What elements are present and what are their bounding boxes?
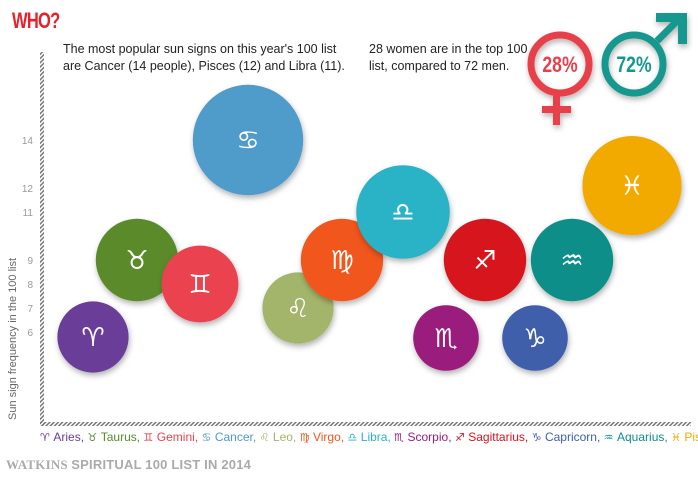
bubble-libra: ♎ xyxy=(356,165,450,259)
bubble-pisces: ♓ xyxy=(582,136,682,236)
legend: ♈ Aries, ♉ Taurus, ♊ Gemini, ♋ Cancer, ♌… xyxy=(40,430,698,444)
scorpio-icon: ♏ xyxy=(434,324,457,354)
y-tick-label: 12 xyxy=(22,184,34,195)
legend-label: Virgo, xyxy=(312,430,348,444)
legend-label: Sagittarius, xyxy=(468,430,532,444)
legend-item-aries: ♈ Aries, xyxy=(40,430,87,444)
legend-item-cancer: ♋ Cancer, xyxy=(201,430,259,444)
scorpio-icon: ♏ xyxy=(394,431,408,444)
legend-label: Taurus, xyxy=(100,430,144,444)
y-tick-label: 6 xyxy=(27,328,33,339)
legend-item-capricorn: ♑ Capricorn, xyxy=(532,430,604,444)
page-title: WHO? xyxy=(12,8,60,33)
cancer-icon: ♋ xyxy=(201,431,215,444)
female-symbol xyxy=(527,31,593,125)
aries-icon: ♈ xyxy=(40,431,54,444)
aquarius-icon: ♒ xyxy=(560,246,583,276)
footer-brand: WATKINS xyxy=(6,457,68,472)
pisces-icon: ♓ xyxy=(671,431,685,444)
legend-item-libra: ♎ Libra, xyxy=(347,430,394,444)
bubble-mark xyxy=(413,305,479,371)
bubble-taurus: ♉ xyxy=(95,218,179,302)
bubble-scorpio: ♏ xyxy=(413,305,479,371)
women-percent: 28% xyxy=(542,53,577,77)
sagittarius-icon: ♐ xyxy=(454,431,469,444)
legend-item-taurus: ♉ Taurus, xyxy=(87,430,143,444)
bubble-cancer: ♋ xyxy=(192,84,304,196)
bubble-mark xyxy=(502,305,568,371)
gender-note: 28 women are in the top 100 list, compar… xyxy=(369,41,527,75)
bubble-aries: ♈ xyxy=(57,301,129,373)
legend-item-scorpio: ♏ Scorpio, xyxy=(394,430,455,444)
legend-item-virgo: ♍ Virgo, xyxy=(300,430,348,444)
gender-note-line: list, compared to 72 men. xyxy=(369,59,510,73)
legend-label: Gemini, xyxy=(156,430,202,444)
legend-item-pisces: ♓ Pisces xyxy=(671,430,698,444)
taurus-icon: ♉ xyxy=(87,431,101,444)
gemini-icon: ♊ xyxy=(143,431,157,444)
bubble-mark xyxy=(582,136,682,236)
bubble-virgo: ♍ xyxy=(300,218,384,302)
legend-label: Scorpio, xyxy=(407,430,455,444)
bubble-mark xyxy=(192,84,304,196)
bubble-mark xyxy=(161,245,239,323)
legend-label: Aquarius, xyxy=(617,430,672,444)
y-tick-label: 7 xyxy=(27,304,33,315)
bubble-mark xyxy=(57,301,129,373)
capricorn-icon: ♑ xyxy=(523,324,546,354)
legend-item-gemini: ♊ Gemini, xyxy=(143,430,201,444)
leo-icon: ♌ xyxy=(259,431,273,444)
sagittarius-icon: ♐ xyxy=(473,246,496,276)
y-tick-label: 14 xyxy=(22,136,34,147)
male-symbol xyxy=(601,13,687,97)
signs-note-line: are Cancer (14 people), Pisces (12) and … xyxy=(63,59,345,73)
leo-icon: ♌ xyxy=(286,294,309,324)
legend-item-aquarius: ♒ Aquarius, xyxy=(604,430,671,444)
x-axis xyxy=(40,422,691,426)
legend-item-sagittarius: ♐ Sagittarius, xyxy=(455,430,532,444)
bubble-mark xyxy=(356,165,450,259)
bubble-aquarius: ♒ xyxy=(530,218,614,302)
bubble-mark xyxy=(95,218,179,302)
y-tick-label: 8 xyxy=(27,280,33,291)
virgo-icon: ♍ xyxy=(299,431,313,444)
bubble-capricorn: ♑ xyxy=(502,305,568,371)
footer-text: SPIRITUAL 100 LIST IN 2014 xyxy=(71,457,252,472)
y-axis-label: Sun sign frequency in the 100 list xyxy=(7,258,19,420)
legend-label: Cancer, xyxy=(214,430,260,444)
virgo-icon: ♍ xyxy=(330,246,353,276)
capricorn-icon: ♑ xyxy=(531,431,545,444)
legend-label: Leo, xyxy=(272,430,300,444)
legend-item-leo: ♌ Leo, xyxy=(260,430,300,444)
bubble-mark xyxy=(530,218,614,302)
cancer-icon: ♋ xyxy=(236,126,259,156)
bubble-gemini: ♊ xyxy=(161,245,239,323)
bubble-sagittarius: ♐ xyxy=(443,218,527,302)
aquarius-icon: ♒ xyxy=(603,431,617,444)
libra-icon: ♎ xyxy=(391,198,414,228)
y-axis xyxy=(40,52,44,426)
men-percent: 72% xyxy=(616,53,651,77)
pisces-icon: ♓ xyxy=(620,172,643,202)
y-tick-label: 11 xyxy=(23,208,34,219)
bubble-mark xyxy=(300,218,384,302)
legend-label: Aries, xyxy=(53,430,88,444)
signs-note: The most popular sun signs on this year'… xyxy=(63,41,345,75)
gemini-icon: ♊ xyxy=(188,270,211,300)
taurus-icon: ♉ xyxy=(125,246,148,276)
footer: WATKINS SPIRITUAL 100 LIST IN 2014 xyxy=(6,457,251,473)
bubble-mark xyxy=(443,218,527,302)
legend-label: Pisces xyxy=(684,430,698,444)
libra-icon: ♎ xyxy=(347,431,361,444)
aries-icon: ♈ xyxy=(81,323,104,353)
legend-label: Libra, xyxy=(360,430,395,444)
legend-label: Capricorn, xyxy=(544,430,604,444)
gender-note-line: 28 women are in the top 100 xyxy=(369,42,528,56)
y-tick-label: 9 xyxy=(27,256,33,267)
signs-note-line: The most popular sun signs on this year'… xyxy=(63,42,337,56)
